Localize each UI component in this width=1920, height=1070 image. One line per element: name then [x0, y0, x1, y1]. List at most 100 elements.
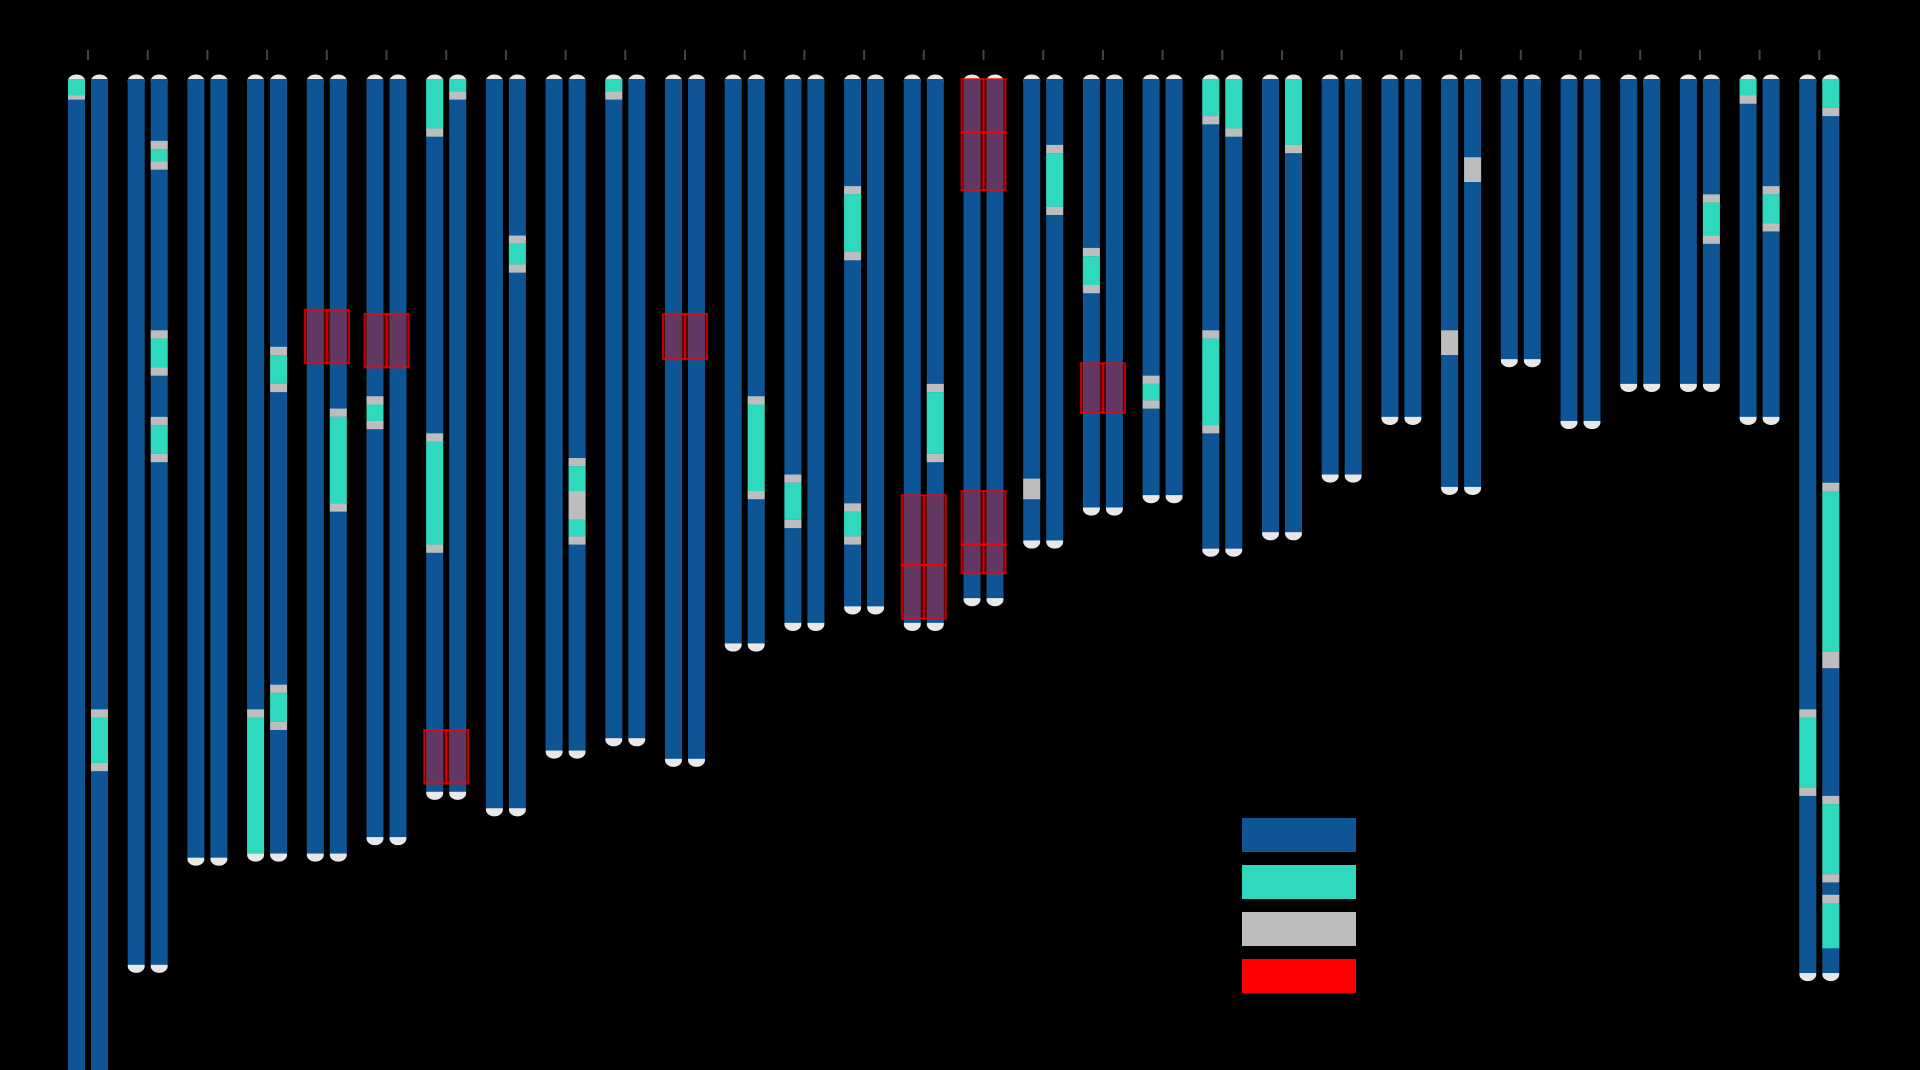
chromosome-track [1799, 79, 1817, 974]
chromosome-track [1583, 79, 1601, 421]
chromosome-track [508, 79, 526, 809]
chromosome-pair [127, 74, 168, 973]
gray-segment [1822, 107, 1840, 117]
chromosome-track [1523, 79, 1541, 360]
chromosome-track [1464, 79, 1482, 487]
gray-segment [1822, 894, 1840, 903]
gray-segment [1464, 157, 1482, 182]
gray-segment [1082, 247, 1100, 257]
gray-segment [1702, 194, 1720, 203]
gray-segment [270, 383, 288, 393]
gray-segment [449, 91, 467, 100]
chromosome-pair [68, 74, 108, 1070]
gray-segment [784, 474, 802, 483]
teal-segment [329, 416, 347, 504]
gray-segment [1441, 330, 1459, 356]
chromosome-track [187, 79, 205, 858]
gray-segment [568, 458, 586, 467]
gray-segment [1762, 186, 1780, 195]
teal-segment [926, 392, 944, 454]
teal-segment [1142, 383, 1160, 401]
teal-segment [1202, 338, 1220, 426]
chromosome-track [1225, 79, 1243, 549]
gray-segment [1202, 330, 1220, 339]
gray-segment [844, 186, 862, 195]
chromosome-pair [1202, 74, 1243, 557]
chromosome-pair [423, 74, 470, 800]
teal-segment [150, 338, 168, 368]
chromosome-track [628, 79, 646, 739]
gray-segment [426, 433, 444, 442]
teal-segment [508, 243, 526, 265]
chromosome-track [747, 79, 765, 644]
teal-segment [270, 692, 288, 722]
gray-segment [844, 536, 862, 545]
chromosome-track [1023, 79, 1041, 541]
gray-segment [366, 420, 384, 430]
gray-segment [150, 161, 168, 170]
legend-swatch-red-region [1242, 959, 1356, 993]
gray-segment [1799, 709, 1817, 718]
gray-segment [1142, 375, 1160, 384]
teal-segment [1082, 256, 1100, 285]
teal-segment [1822, 79, 1840, 108]
chromosome-track [867, 79, 885, 607]
teal-segment [426, 79, 444, 129]
chromosome-track [1739, 79, 1757, 417]
gray-segment [1046, 144, 1064, 154]
chromosome-track [926, 79, 944, 623]
chromosome-track [545, 79, 563, 751]
gray-segment [926, 453, 944, 463]
gray-segment [1822, 795, 1840, 805]
teal-segment [270, 355, 288, 384]
gray-segment [270, 346, 288, 356]
chromosome-track [1105, 79, 1123, 508]
gray-segment [1822, 874, 1840, 883]
chromosome-track [1381, 79, 1399, 417]
teal-segment [91, 717, 108, 763]
chromosome-track [784, 79, 802, 623]
chromosome-track [807, 79, 825, 623]
gray-segment [1142, 400, 1160, 409]
chromosome-pair [187, 74, 228, 866]
teal-segment [568, 466, 586, 491]
chromosome-pair [303, 74, 350, 862]
gray-segment [1202, 425, 1220, 434]
teal-segment [1762, 194, 1780, 224]
gray-segment [68, 95, 85, 100]
gray-segment [150, 367, 168, 376]
chromosome-pair [1381, 74, 1422, 425]
chromosome-track [1441, 79, 1459, 487]
chromosome-pair [1321, 74, 1362, 483]
gray-segment [366, 396, 384, 405]
teal-segment [1822, 491, 1840, 652]
gray-segment [270, 721, 288, 730]
chromosome-track [903, 79, 921, 623]
gray-segment [426, 128, 444, 137]
chromosome-pair [1739, 74, 1780, 425]
chromosome-track [68, 79, 85, 1070]
chromosome-track [1285, 79, 1302, 533]
chromosome-track [1620, 79, 1638, 384]
chromosome-track [1560, 79, 1578, 421]
teal-segment [150, 149, 168, 162]
gray-segment [270, 684, 288, 693]
chromosome-track [1762, 79, 1780, 417]
chromosome-track [366, 79, 384, 838]
chromosome-track [1344, 79, 1362, 475]
teal-segment [1799, 717, 1817, 788]
chromosome-track [210, 79, 228, 858]
chromosome-track [605, 79, 623, 739]
gray-segment [1046, 206, 1064, 215]
gray-segment [1225, 128, 1243, 137]
gray-segment [508, 235, 526, 244]
teal-segment [247, 717, 265, 854]
teal-segment [747, 404, 765, 491]
teal-segment [449, 79, 467, 92]
legend-swatch-gray-region [1242, 912, 1356, 946]
teal-segment [568, 519, 586, 537]
chromosome-track [1165, 79, 1183, 496]
chromosome-track [568, 79, 586, 751]
gray-segment [844, 252, 862, 261]
